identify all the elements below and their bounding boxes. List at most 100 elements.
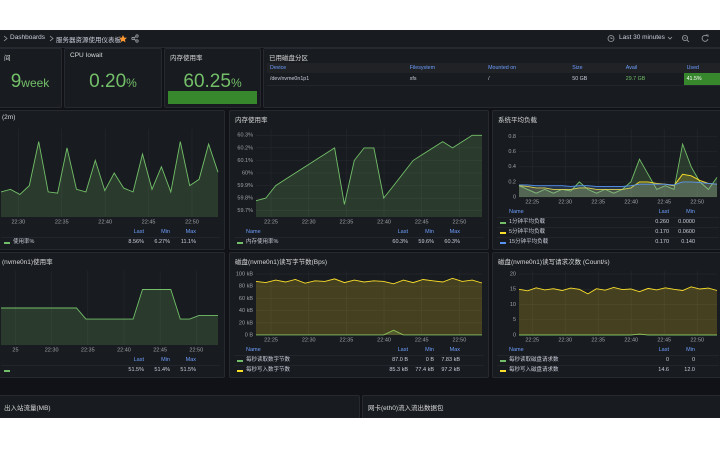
legend: Last Min Max 使用率% 8.56% 6.27% 11.1% bbox=[1, 228, 220, 247]
x-tick-label: 22:45 bbox=[657, 199, 671, 205]
area bbox=[256, 278, 482, 335]
panel-title: 内存使用率 bbox=[170, 55, 203, 62]
legend-header-cell: Min bbox=[686, 347, 695, 353]
time-range[interactable]: Last 30 minutes bbox=[619, 34, 665, 41]
refresh-icon[interactable] bbox=[701, 34, 709, 42]
graph-panel: 系统平均负载 0 0.2 0.4 0.6 0.8 22:25 22:30 22:35 22:40 2… bbox=[492, 110, 720, 250]
stat-unit: % bbox=[230, 76, 242, 90]
column-header: Size bbox=[569, 63, 623, 73]
share-icon[interactable] bbox=[131, 34, 139, 43]
line bbox=[255, 277, 483, 285]
table-cell: / bbox=[485, 73, 570, 86]
x-tick-label: 22:40 bbox=[377, 337, 391, 343]
legend-swatch bbox=[237, 242, 243, 244]
graph-panel: 磁盘(nvme0n1)读写请求次数 (Count/s) 0 5 10 15 20 22:25… bbox=[492, 252, 720, 378]
area bbox=[519, 181, 717, 197]
legend-stat: 51.5% bbox=[180, 367, 196, 373]
legend-header-cell: Name bbox=[246, 347, 261, 353]
legend-name: 使用率% bbox=[13, 239, 35, 245]
legend-row: 每秒读取磁盘请求数 0 0 bbox=[497, 355, 719, 365]
x-tick-label: 22:50 bbox=[453, 219, 467, 225]
x-tick-label: 22:40 bbox=[98, 219, 112, 225]
panel-title: 间 bbox=[4, 55, 11, 62]
panel-title: 系统平均负载 bbox=[498, 117, 537, 124]
y-tick-label: 15 bbox=[510, 287, 516, 293]
x-tick-label: 22:35 bbox=[81, 347, 95, 353]
graph-panel: 网卡(eth0)流入流出数据包 bbox=[362, 395, 720, 418]
area bbox=[1, 141, 218, 217]
line bbox=[0, 141, 219, 195]
y-tick-label: 100 kB bbox=[236, 272, 253, 278]
legend-header-cell: Last bbox=[133, 229, 144, 235]
legend-stat: 0.0600 bbox=[678, 229, 695, 235]
table-cell: /dev/nvme0n1p1 bbox=[267, 73, 407, 86]
legend-name: 每秒写入磁盘请求数 bbox=[509, 367, 559, 373]
legend-stat: 97.2 kB bbox=[441, 367, 460, 373]
x-tick-label: 22:30 bbox=[302, 337, 316, 343]
graph-panel: 出入站流量(MB) bbox=[0, 395, 360, 418]
legend-swatch bbox=[237, 360, 243, 362]
legend-header-cell: Min bbox=[686, 209, 695, 215]
legend-stat: 12.0 bbox=[684, 367, 695, 373]
stat-unit: % bbox=[126, 76, 137, 90]
legend-header-cell: Min bbox=[161, 229, 170, 235]
table-cell: 29.7 GB bbox=[622, 73, 684, 86]
zoom-out-icon[interactable] bbox=[682, 35, 690, 43]
legend-header-cell: Min bbox=[425, 229, 434, 235]
area bbox=[519, 144, 717, 197]
column-header: Filesystem bbox=[406, 63, 486, 73]
x-tick-label: 22:35 bbox=[591, 337, 605, 343]
table-row: /dev/nvme0n1p1 xfs/50 GB 29.7 GB 41.5% bbox=[267, 73, 720, 86]
x-tick-label: 22:45 bbox=[142, 219, 156, 225]
legend-row: 5分钟平均负载 0.170 0.0600 bbox=[497, 227, 719, 237]
stat-value: 60.25% bbox=[165, 71, 260, 93]
x-tick-label: 22:50 bbox=[690, 337, 704, 343]
area bbox=[519, 286, 717, 335]
legend-stat: 77.4 kB bbox=[415, 367, 434, 373]
legend-header-cell: Max bbox=[185, 229, 196, 235]
y-tick-label: 59.7% bbox=[237, 208, 253, 214]
legend-stat: 11.1% bbox=[180, 239, 196, 245]
x-tick-label: 22:40 bbox=[377, 219, 391, 225]
x-tick-label: 22:35 bbox=[340, 337, 354, 343]
legend-header-cell: Last bbox=[658, 347, 669, 353]
breadcrumb[interactable]: 服务器资源使用仪表板 bbox=[56, 37, 121, 44]
y-tick-label: 0.2 bbox=[508, 179, 516, 185]
line bbox=[519, 181, 718, 187]
table-cell: xfs bbox=[406, 73, 486, 86]
legend-stat: 51.5% bbox=[128, 367, 144, 373]
legend-header-cell: Name bbox=[509, 209, 524, 215]
x-tick-label: 22:50 bbox=[690, 199, 704, 205]
legend-stat: 0.260 bbox=[655, 219, 669, 225]
legend-header-cell: Name bbox=[246, 229, 261, 235]
area bbox=[519, 174, 717, 197]
panel-title: 内存使用率 bbox=[235, 117, 268, 124]
breadcrumb[interactable]: Dashboards bbox=[10, 34, 46, 41]
legend-header: Name Last Min Max bbox=[234, 228, 484, 237]
dashboard: Dashboards 服务器资源使用仪表板 Last 30 minutes 间 9… bbox=[0, 30, 720, 418]
legend-header-cell: Max bbox=[185, 357, 196, 363]
stat-unit: week bbox=[21, 76, 50, 90]
legend-row: 每秒读取数字节数 87.0 B 0 B 7.83 kB bbox=[234, 355, 484, 365]
legend-header: Name Last Min bbox=[497, 346, 719, 355]
dropdown-icon[interactable] bbox=[667, 36, 673, 40]
x-tick-label: 22:35 bbox=[591, 199, 605, 205]
x-tick-label: 22:35 bbox=[340, 219, 354, 225]
legend-swatch bbox=[4, 370, 10, 372]
panel-title: 磁盘(nvme0n1)读写请求次数 (Count/s) bbox=[498, 259, 610, 266]
graph-panel: (2m) 22:30 22:35 22:40 22:45 22:50 Last Min Max 使… bbox=[0, 110, 225, 250]
x-tick-label: 22:30 bbox=[558, 199, 572, 205]
legend-row: 每秒写入数字节数 85.3 kB 77.4 kB 97.2 kB bbox=[234, 365, 484, 375]
legend-stat: 0.170 bbox=[655, 239, 669, 245]
clock-icon[interactable] bbox=[607, 35, 615, 42]
legend-header-cell: Name bbox=[509, 347, 524, 353]
legend-header-cell: Last bbox=[658, 209, 669, 215]
y-tick-label: 0 B bbox=[245, 332, 254, 338]
star-icon[interactable] bbox=[119, 35, 127, 43]
x-tick-label: 22:45 bbox=[415, 219, 429, 225]
stat-number: 60.25 bbox=[183, 71, 231, 92]
legend: Name Last Min Max 内存使用率% 60.3% 59.6% 60.3% bbox=[234, 228, 484, 247]
x-tick-label: 22:45 bbox=[153, 347, 167, 353]
legend: Name Last Min 1分钟平均负载 0.260 0.0000 5分钟平均负载 0.17… bbox=[497, 208, 719, 247]
